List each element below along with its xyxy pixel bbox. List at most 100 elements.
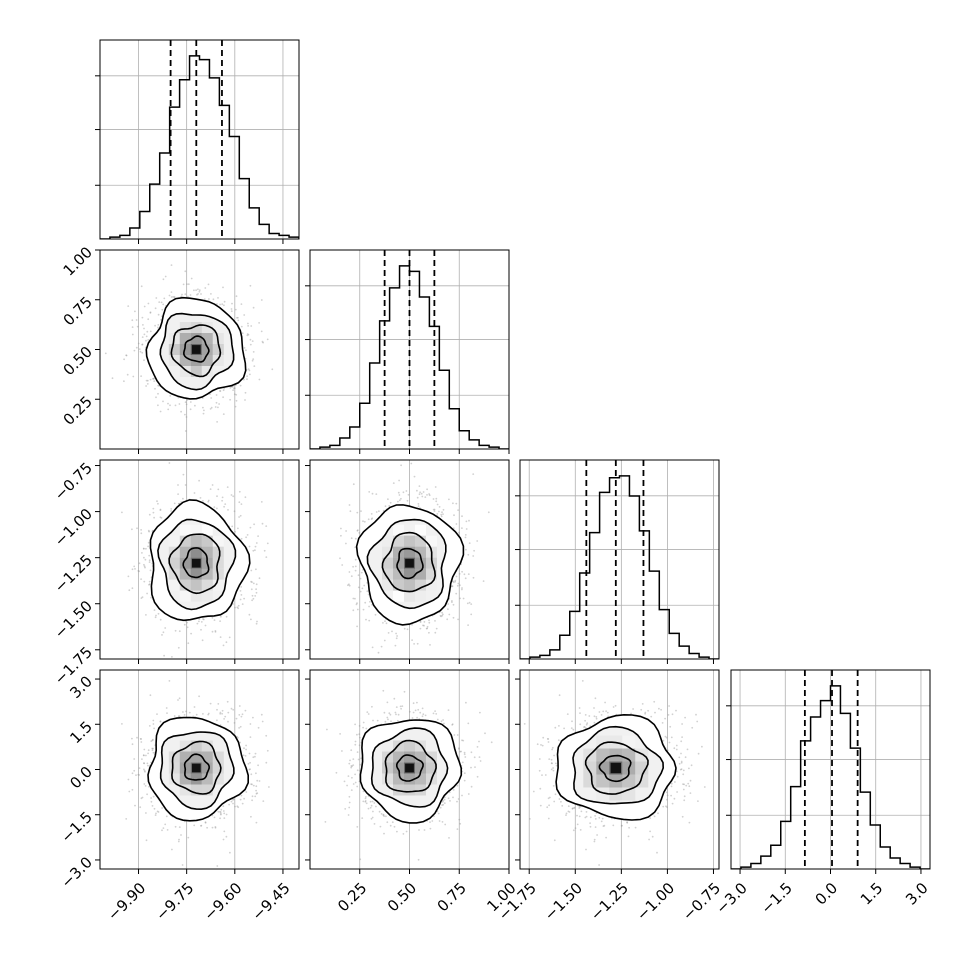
x-tick-label: −9.45 — [248, 879, 293, 924]
x-tick-label: −1.25 — [587, 879, 632, 924]
density-cell — [212, 355, 224, 366]
panel-frame — [99, 39, 300, 240]
density-cell — [382, 557, 393, 569]
contour-line — [182, 335, 210, 363]
density-cell — [201, 344, 213, 355]
contour-line — [555, 713, 677, 821]
density-cell — [179, 524, 191, 536]
x-tick-label: −1.00 — [633, 879, 678, 924]
density-cell — [201, 546, 213, 558]
contour-line — [370, 727, 449, 808]
density-cell — [212, 773, 224, 785]
density-cell — [596, 774, 610, 788]
y-tick-label: −3.0 — [58, 853, 96, 891]
contour-line — [381, 531, 437, 593]
density-cell — [201, 762, 213, 774]
density-cell — [404, 579, 415, 591]
density-cell — [382, 579, 393, 591]
density-cell — [426, 751, 437, 763]
density-cell — [190, 773, 202, 785]
y-tick-label: −1.5 — [58, 808, 96, 846]
density-cell — [179, 366, 191, 377]
y-tick-label: −1.00 — [51, 505, 96, 550]
density-cell — [393, 535, 404, 547]
density-cell — [426, 784, 437, 796]
density-cell — [393, 751, 404, 763]
histogram-step — [731, 685, 930, 869]
density-cell — [212, 546, 224, 558]
panel-3-3: −3.0 −1.5 0.0 1.5 3.0 — [712, 669, 932, 918]
contour-line — [182, 547, 210, 579]
density-cell — [404, 568, 415, 580]
panel-3-1: 0.25 0.50 0.75 1.00 — [305, 669, 520, 915]
density-cell — [382, 784, 393, 796]
contour-line — [157, 518, 237, 611]
density-cell — [179, 546, 191, 558]
density-cell — [212, 751, 224, 763]
density-cell — [201, 751, 213, 763]
density-cell — [426, 535, 437, 547]
density-cell — [179, 751, 191, 763]
contour-line — [384, 739, 437, 793]
contour-line — [572, 725, 665, 805]
contour-line — [159, 731, 235, 811]
density-cell — [190, 568, 202, 580]
density-cell — [201, 784, 213, 796]
density-cell — [212, 535, 224, 547]
density-cell — [168, 773, 180, 785]
density-cell — [190, 535, 202, 547]
density-cell — [179, 590, 191, 602]
density-cell — [201, 590, 213, 602]
density-cell — [415, 590, 426, 602]
density-cell — [190, 590, 202, 602]
density-peak — [191, 345, 201, 354]
density-cell — [382, 535, 393, 547]
panel-0-0 — [95, 39, 300, 244]
density-cell — [168, 557, 180, 569]
density-cell — [168, 546, 180, 558]
density-cell — [190, 579, 202, 591]
density-cell — [201, 322, 213, 333]
x-tick-label: −3.0 — [712, 879, 750, 917]
density-cell — [382, 740, 393, 752]
density-cell — [168, 535, 180, 547]
density-cell — [168, 751, 180, 763]
density-cell — [201, 740, 213, 752]
density-cell — [382, 773, 393, 785]
density-cell — [179, 557, 191, 569]
x-tick-label: −1.50 — [541, 879, 586, 924]
density-cell — [415, 579, 426, 591]
panel-1-0: 0.25 0.50 0.75 1.00 — [60, 243, 300, 454]
density-cell — [415, 524, 426, 536]
density-cell — [404, 784, 415, 796]
x-tick-label: 0.0 — [812, 879, 842, 909]
density-cell — [404, 740, 415, 752]
y-tick-label: 0.50 — [60, 343, 96, 379]
x-tick-label: 3.0 — [902, 879, 932, 909]
density-cell — [179, 773, 191, 785]
density-peak — [610, 762, 621, 774]
density-cell — [201, 579, 213, 591]
histogram-step — [520, 475, 719, 659]
density-cell — [415, 546, 426, 558]
density-cell — [426, 762, 437, 774]
contour-line — [598, 754, 632, 783]
density-cell — [404, 773, 415, 785]
density-cell — [190, 740, 202, 752]
density-cell — [415, 557, 426, 569]
density-cell — [179, 333, 191, 344]
density-cell — [190, 366, 202, 377]
density-cell — [393, 546, 404, 558]
panel-frame — [519, 459, 720, 660]
x-tick-label: −9.90 — [104, 879, 149, 924]
density-cell — [201, 355, 213, 366]
contour-line — [396, 754, 424, 782]
density-cell — [212, 579, 224, 591]
density-cell — [168, 344, 180, 355]
density-peak — [405, 558, 414, 568]
density-cell — [179, 740, 191, 752]
density-cell — [622, 774, 636, 788]
density-cell — [393, 773, 404, 785]
panel-3-0: −9.90 −9.75 −9.60 −9.45−3.0−1.50.01.53.0 — [58, 669, 300, 924]
density-cell — [179, 579, 191, 591]
